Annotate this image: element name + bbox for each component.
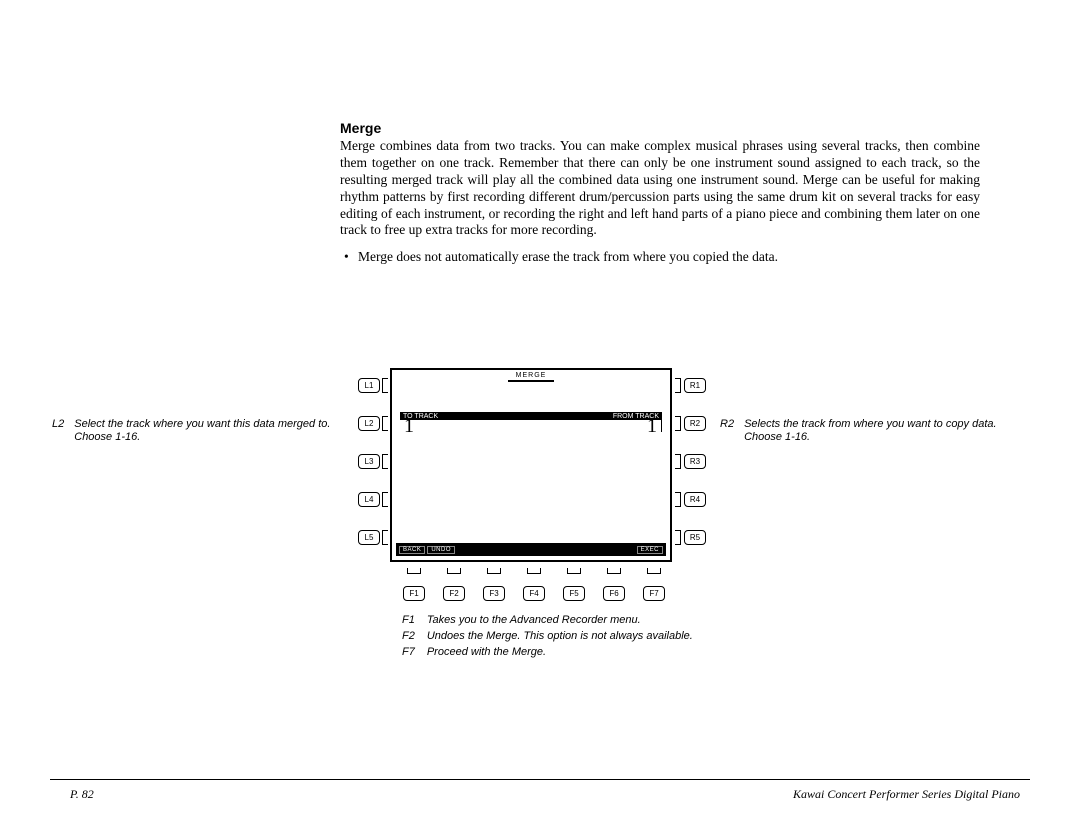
f-button-f1[interactable]: F1 xyxy=(403,586,425,601)
side-button-l4[interactable]: L4 xyxy=(358,492,380,507)
track-values-row: 1 1 xyxy=(400,420,662,432)
callout-text: Select the track where you want this dat… xyxy=(74,418,330,443)
side-button-l3[interactable]: L3 xyxy=(358,454,380,469)
f-note-key: F7 xyxy=(402,646,425,660)
side-button-l5[interactable]: L5 xyxy=(358,530,380,545)
f-note-text: Undoes the Merge. This option is not alw… xyxy=(427,630,693,644)
f-button-f2[interactable]: F2 xyxy=(443,586,465,601)
bracket-right xyxy=(675,530,681,545)
bracket-left xyxy=(382,492,388,507)
bracket-f xyxy=(527,568,541,574)
page-number: P. 82 xyxy=(70,787,94,802)
bracket-right xyxy=(675,454,681,469)
side-button-l1[interactable]: L1 xyxy=(358,378,380,393)
f-button-f7[interactable]: F7 xyxy=(643,586,665,601)
section-heading: Merge xyxy=(340,120,980,136)
to-track-value: 1 xyxy=(404,420,414,432)
bracket-right xyxy=(675,378,681,393)
bracket-f xyxy=(607,568,621,574)
callout-text: Selects the track from where you want to… xyxy=(744,418,997,443)
f-button-f4[interactable]: F4 xyxy=(523,586,545,601)
bracket-f xyxy=(447,568,461,574)
back-button[interactable]: BACK xyxy=(399,546,425,554)
bracket-right xyxy=(675,492,681,507)
footer-title: Kawai Concert Performer Series Digital P… xyxy=(793,787,1020,802)
side-button-r1[interactable]: R1 xyxy=(684,378,706,393)
f-button-f5[interactable]: F5 xyxy=(563,586,585,601)
side-button-r4[interactable]: R4 xyxy=(684,492,706,507)
bracket-left xyxy=(382,454,388,469)
bracket-left xyxy=(382,378,388,393)
screen-bottom-bar: BACK UNDO EXEC xyxy=(396,543,666,556)
side-button-r2[interactable]: R2 xyxy=(684,416,706,431)
bracket-f xyxy=(567,568,581,574)
track-labels-bar: TO TRACK FROM TRACK xyxy=(400,412,662,420)
lcd-screen: MERGE TO TRACK FROM TRACK 1 1 BACK UNDO … xyxy=(390,368,672,562)
bullet-note: Merge does not automatically erase the t… xyxy=(340,249,980,265)
f-button-f6[interactable]: F6 xyxy=(603,586,625,601)
callout-key: R2 xyxy=(720,418,734,430)
from-track-value: 1 xyxy=(647,420,657,432)
f-note-text: Takes you to the Advanced Recorder menu. xyxy=(427,614,693,628)
exec-button[interactable]: EXEC xyxy=(637,546,663,554)
f-note-key: F1 xyxy=(402,614,425,628)
side-button-l2[interactable]: L2 xyxy=(358,416,380,431)
footer-rule xyxy=(50,779,1030,780)
body-paragraph: Merge combines data from two tracks. You… xyxy=(340,138,980,239)
bracket-left xyxy=(382,416,388,431)
f-note-key: F2 xyxy=(402,630,425,644)
f-note-text: Proceed with the Merge. xyxy=(427,646,693,660)
side-button-r3[interactable]: R3 xyxy=(684,454,706,469)
bracket-left xyxy=(382,530,388,545)
undo-button[interactable]: UNDO xyxy=(427,546,455,554)
callout-l2: L2 Select the track where you want this … xyxy=(50,416,350,446)
screen-title: MERGE xyxy=(392,372,670,379)
f-key-notes: F1Takes you to the Advanced Recorder men… xyxy=(400,612,695,661)
callout-key: L2 xyxy=(52,418,64,430)
bracket-right xyxy=(675,416,681,431)
f-button-f3[interactable]: F3 xyxy=(483,586,505,601)
side-button-r5[interactable]: R5 xyxy=(684,530,706,545)
bracket-f xyxy=(647,568,661,574)
callout-r2: R2 Selects the track from where you want… xyxy=(718,416,1018,446)
bracket-f xyxy=(407,568,421,574)
bracket-f xyxy=(487,568,501,574)
